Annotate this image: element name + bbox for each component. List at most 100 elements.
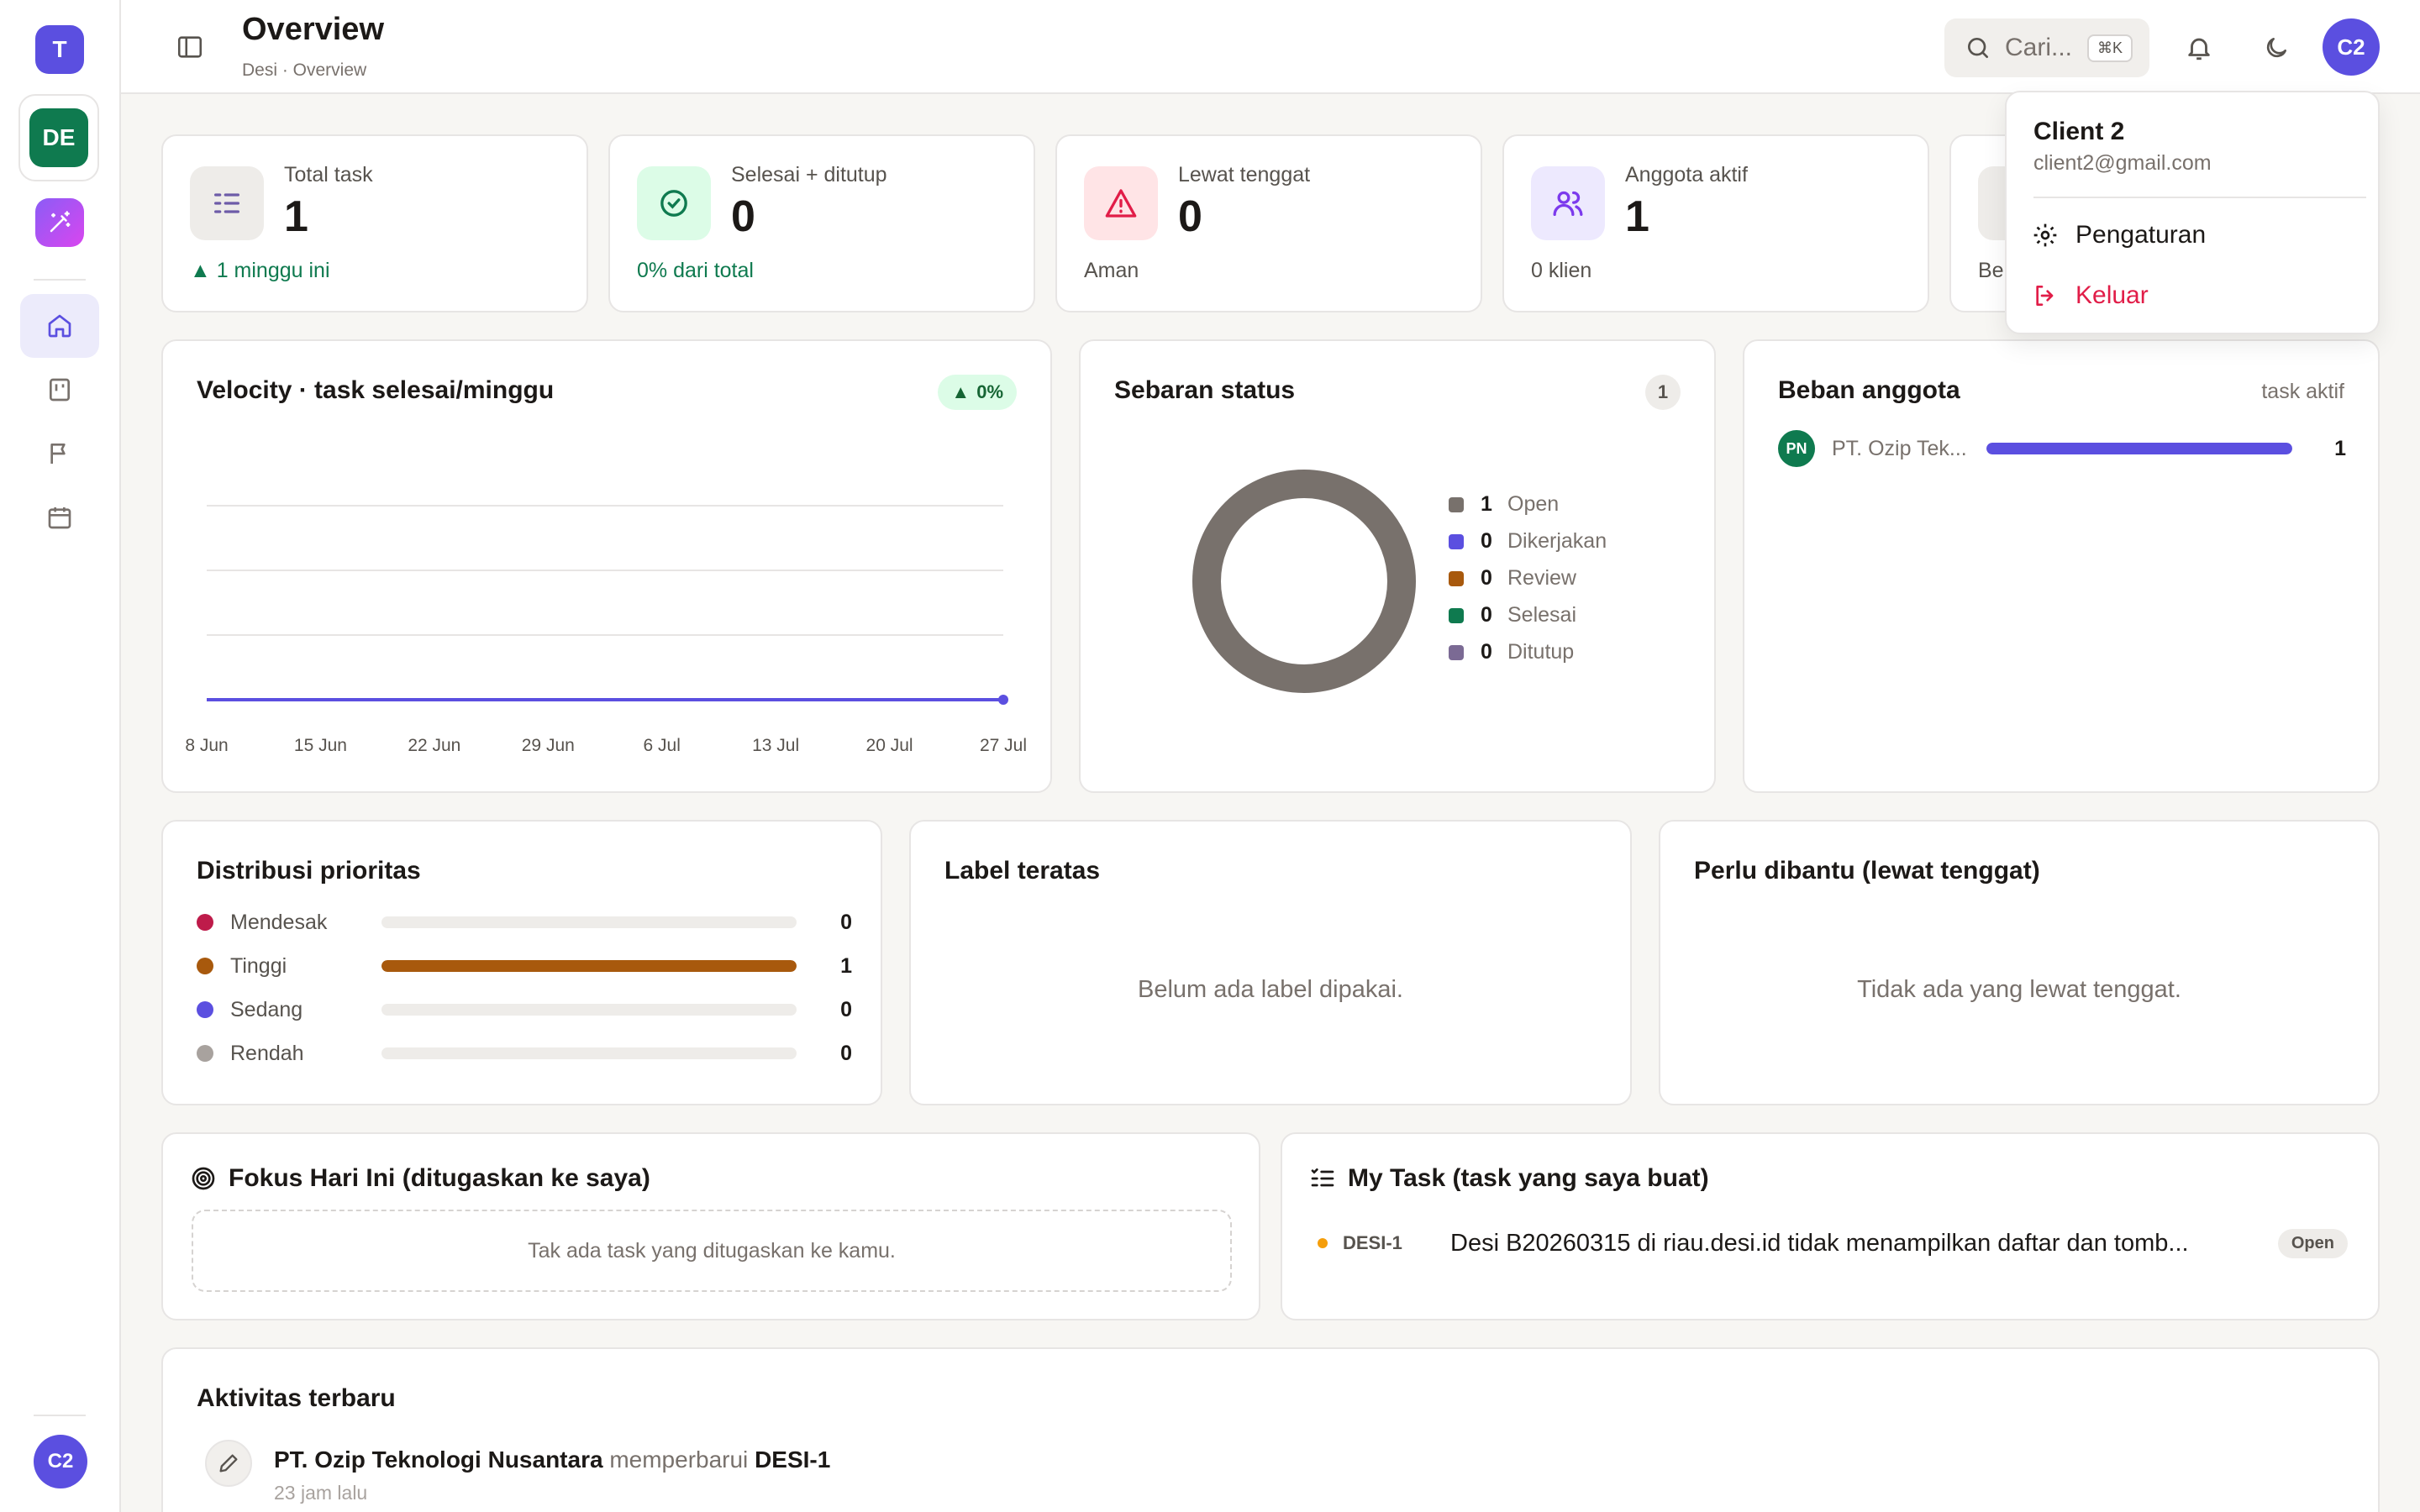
priority-label: Mendesak	[230, 910, 328, 934]
sidebar-divider	[34, 1415, 86, 1416]
x-tick-label: 6 Jul	[643, 736, 681, 755]
workload-card: Beban anggota task aktif PN PT. Ozip Tek…	[1743, 339, 2380, 793]
my-task-title: My Task (task yang saya buat)	[1348, 1164, 1709, 1192]
search-icon	[1968, 38, 1988, 58]
my-task-card: My Task (task yang saya buat) DESI-1 Des…	[1281, 1132, 2380, 1320]
stat-label: Total task	[284, 163, 373, 186]
priority-label: Tinggi	[230, 953, 287, 978]
calendar-icon	[48, 507, 71, 529]
stat-value: 0	[731, 192, 755, 241]
stat-label: Anggota aktif	[1625, 163, 1748, 186]
stat-icon-wrap	[190, 166, 264, 240]
activity-card: Aktivitas terbaru PT. Ozip Teknologi Nus…	[161, 1347, 2380, 1512]
target-icon	[192, 1167, 215, 1190]
status-badge: Open	[2277, 1228, 2348, 1258]
user-menu-name: Client 2	[2033, 118, 2125, 145]
workspace-switcher[interactable]: T	[35, 25, 84, 74]
top-labels-empty: Belum ada label dipakai.	[1138, 976, 1403, 1003]
priority-label: Rendah	[230, 1041, 304, 1065]
stat-value: 1	[1625, 192, 1649, 241]
legend-swatch	[1449, 533, 1464, 549]
check-circle-icon	[660, 190, 687, 217]
legend-label: Dikerjakan	[1507, 529, 1607, 553]
stat-label: Lewat tenggat	[1178, 163, 1311, 186]
project-avatar: DE	[29, 108, 88, 167]
project-switcher[interactable]: DE	[18, 94, 99, 181]
stat-icon-wrap	[1084, 166, 1158, 240]
theme-toggle-button[interactable]	[2255, 27, 2297, 69]
workload-count: 1	[2334, 436, 2346, 460]
priority-count: 0	[840, 910, 852, 934]
user-menu-email: client2@gmail.com	[2033, 151, 2212, 175]
x-tick-label: 27 Jul	[979, 736, 1028, 755]
search-input[interactable]: Cari... ⌘K	[1944, 18, 2149, 77]
focus-header: Fokus Hari Ini (ditugaskan ke saya)	[190, 1164, 650, 1193]
users-icon	[1553, 191, 1583, 216]
priority-dot	[1318, 1238, 1328, 1248]
priority-dot	[197, 914, 213, 931]
member-avatar: PN	[1778, 430, 1815, 467]
flag-icon	[50, 444, 66, 464]
status-legend-closed: 0 Ditutup	[1449, 640, 1574, 664]
member-name: PT. Ozip Tek...	[1832, 436, 1967, 460]
task-key: DESI-1	[1343, 1232, 1402, 1253]
legend-count: 1	[1481, 492, 1492, 516]
home-icon	[48, 314, 71, 338]
user-avatar[interactable]: C2	[34, 1435, 87, 1488]
priority-count: 0	[840, 1041, 852, 1065]
sidebar-panel-icon	[177, 36, 203, 58]
velocity-chart	[207, 505, 1008, 705]
priority-card: Distribusi prioritas Mendesak 0 Tinggi 1 S…	[161, 820, 882, 1105]
activity-target[interactable]: DESI-1	[755, 1446, 831, 1473]
sidebar-item-calendar[interactable]	[20, 486, 99, 549]
priority-row-medium: Sedang 0	[197, 993, 852, 1026]
workload-row: PN PT. Ozip Tek... 1	[1778, 430, 2346, 467]
top-header: Overview Desi · Overview Cari... ⌘K C2	[121, 0, 2420, 94]
status-legend-review: 0 Review	[1449, 566, 1576, 591]
sidebar-item-home[interactable]	[20, 294, 99, 358]
header-avatar-button[interactable]: C2	[2323, 18, 2380, 76]
menu-item-label: Keluar	[2075, 281, 2149, 309]
workload-title: Beban anggota	[1778, 376, 1960, 404]
velocity-badge-value: 0%	[976, 381, 1003, 402]
pencil-icon	[219, 1454, 238, 1473]
workload-bar	[1986, 443, 2292, 454]
legend-swatch	[1449, 496, 1464, 512]
stat-card-overdue: Lewat tenggat 0 Aman	[1055, 134, 1482, 312]
activity-icon-wrap	[205, 1440, 252, 1487]
gear-icon	[2033, 223, 2057, 247]
focus-empty: Tak ada task yang ditugaskan ke kamu.	[192, 1210, 1232, 1292]
trend-up-icon: ▲	[951, 381, 971, 402]
stat-sub: Be	[1978, 259, 2004, 282]
sidebar: T DE C2	[0, 0, 121, 1512]
x-tick-label: 13 Jul	[752, 736, 800, 755]
sidebar-toggle-button[interactable]	[171, 29, 208, 66]
search-placeholder: Cari...	[2005, 34, 2073, 61]
warning-icon	[1105, 189, 1137, 218]
user-menu-divider	[2033, 197, 2366, 198]
activity-time: 23 jam lalu	[274, 1482, 368, 1504]
priority-dot	[197, 1001, 213, 1018]
sidebar-item-milestones[interactable]	[20, 422, 99, 486]
breadcrumb: Desi · Overview	[242, 60, 367, 80]
velocity-point[interactable]	[998, 695, 1008, 705]
magic-wand-button[interactable]	[35, 198, 84, 247]
task-row[interactable]: DESI-1 Desi B20260315 di riau.desi.id ti…	[1318, 1218, 2348, 1268]
priority-label: Sedang	[230, 997, 303, 1021]
legend-label: Open	[1507, 492, 1560, 516]
stat-value: 1	[284, 192, 308, 241]
status-title: Sebaran status	[1114, 376, 1296, 404]
menu-item-settings[interactable]: Pengaturan	[2032, 213, 2206, 257]
workload-track	[1986, 443, 2292, 454]
activity-actor: PT. Ozip Teknologi Nusantara	[274, 1446, 603, 1473]
overdue-card: Perlu dibantu (lewat tenggat) Tidak ada …	[1659, 820, 2380, 1105]
sidebar-item-board[interactable]	[20, 358, 99, 422]
trend-up-icon: ▲	[190, 259, 211, 282]
focus-card: Fokus Hari Ini (ditugaskan ke saya) Tak …	[161, 1132, 1260, 1320]
x-tick-label: 22 Jun	[408, 736, 461, 755]
stat-value: 0	[1178, 192, 1202, 241]
notifications-button[interactable]	[2178, 27, 2220, 69]
priority-track	[381, 1004, 797, 1016]
legend-count: 0	[1481, 566, 1492, 590]
menu-item-logout[interactable]: Keluar	[2032, 274, 2149, 318]
